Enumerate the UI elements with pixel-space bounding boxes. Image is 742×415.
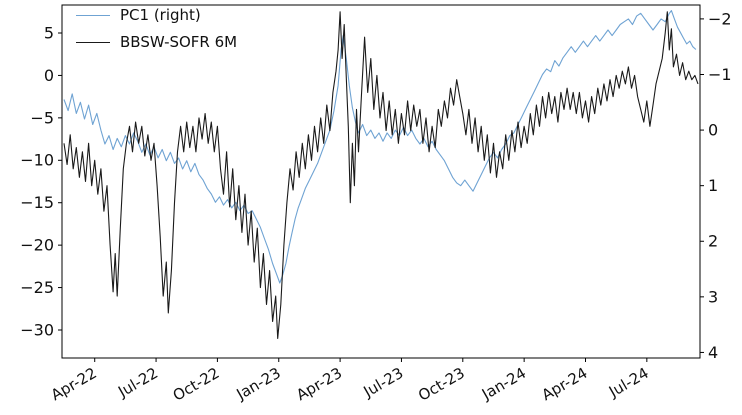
left-tick-label: −15 bbox=[20, 193, 54, 212]
x-tick-label: Apr-22 bbox=[48, 364, 100, 404]
left-tick-label: −30 bbox=[20, 320, 54, 339]
x-tick-label: Oct-22 bbox=[170, 364, 223, 405]
legend-label-bbsw: BBSW-SOFR 6M bbox=[120, 32, 238, 51]
left-tick-label: −5 bbox=[30, 108, 54, 127]
right-tick-label: 0 bbox=[708, 121, 718, 140]
legend-item-pc1: PC1 (right) bbox=[76, 4, 237, 26]
x-tick-label: Apr-23 bbox=[293, 364, 345, 404]
axes-frame bbox=[61, 4, 701, 359]
right-tick-label: 4 bbox=[708, 343, 718, 362]
right-axis-ticks: −2 −1 0 1 2 3 4 bbox=[700, 9, 732, 362]
left-tick-label: −25 bbox=[20, 278, 54, 297]
left-tick-label: −10 bbox=[20, 151, 54, 170]
left-tick-label: −20 bbox=[20, 236, 54, 255]
x-tick-label: Jul-24 bbox=[605, 364, 652, 401]
x-tick-label: Jan-23 bbox=[233, 364, 284, 404]
legend-item-bbsw: BBSW-SOFR 6M bbox=[76, 31, 237, 53]
pc1-series-line bbox=[63, 10, 697, 284]
x-tick-label: Jan-24 bbox=[478, 364, 529, 404]
x-axis-ticks: Apr-22 Jul-22 Oct-22 Jan-23 Apr-23 Jul-23 Oct-… bbox=[48, 358, 652, 405]
x-tick-label: Apr-24 bbox=[539, 364, 591, 404]
right-tick-label: 3 bbox=[708, 287, 718, 306]
x-tick-label: Jul-23 bbox=[360, 364, 407, 401]
pc1-line-swatch bbox=[76, 14, 110, 16]
right-tick-label: 1 bbox=[708, 176, 718, 195]
legend-label-pc1: PC1 (right) bbox=[120, 5, 201, 24]
right-tick-label: −2 bbox=[708, 9, 732, 28]
bbsw-sofr-series-line bbox=[63, 11, 699, 340]
left-tick-label: 0 bbox=[44, 66, 54, 85]
right-tick-label: −1 bbox=[708, 65, 732, 84]
legend: PC1 (right) BBSW-SOFR 6M bbox=[76, 4, 237, 53]
left-tick-label: 5 bbox=[44, 23, 54, 42]
x-tick-label: Oct-23 bbox=[415, 364, 468, 405]
left-axis-ticks: 5 0 −5 −10 −15 −20 −25 −30 bbox=[20, 23, 62, 339]
bbsw-line-swatch bbox=[76, 41, 110, 43]
x-tick-label: Jul-22 bbox=[114, 364, 161, 401]
right-tick-label: 2 bbox=[708, 232, 718, 251]
